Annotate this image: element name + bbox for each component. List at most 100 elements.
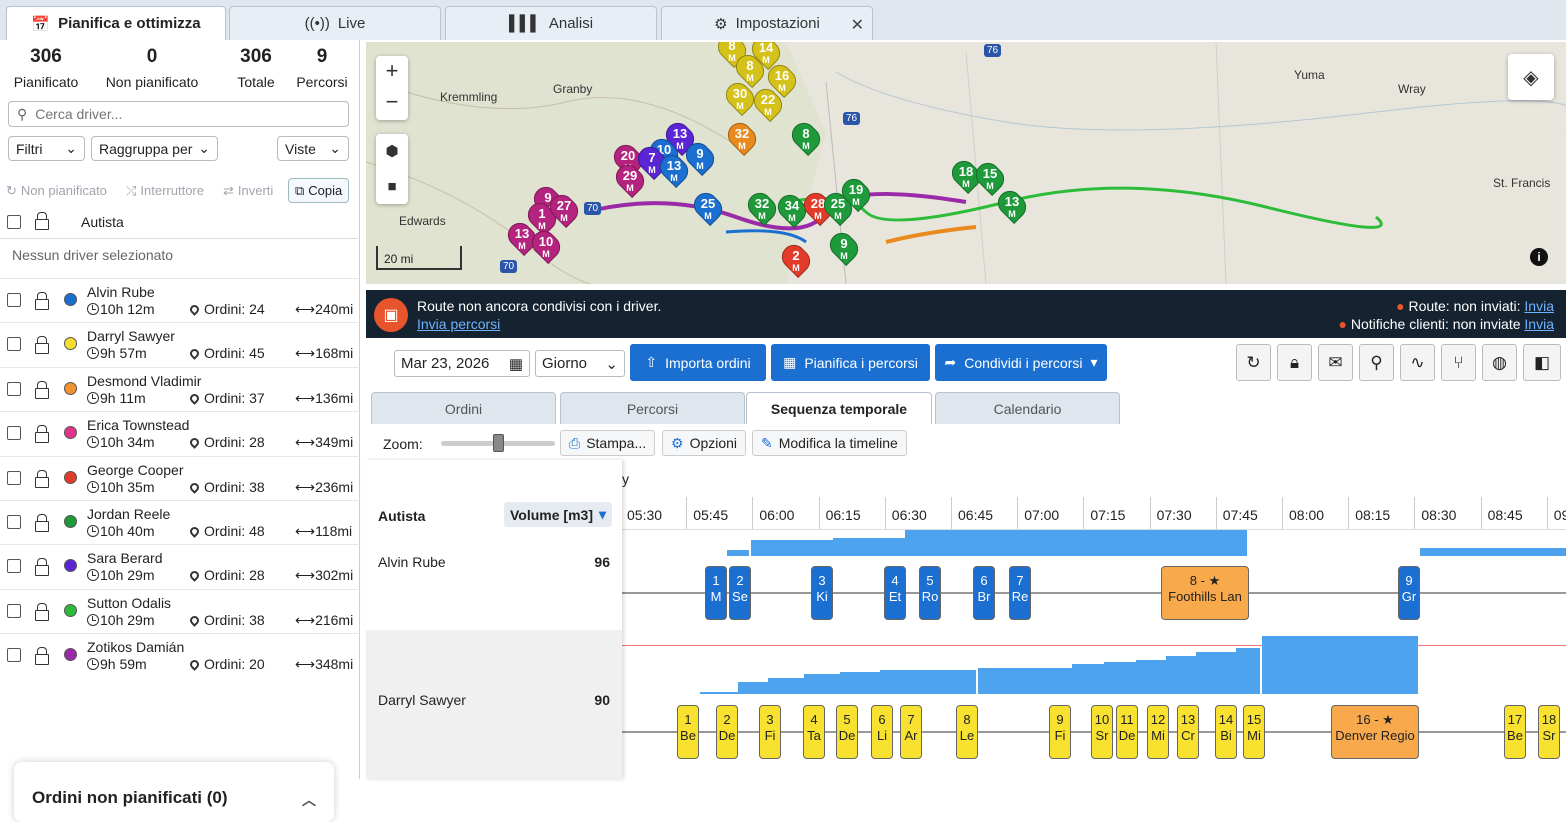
timeline-stop[interactable]: 10 Sr [1091,705,1113,759]
timeline-stop[interactable]: 15 Mi [1243,705,1265,759]
timeline-stop[interactable]: 6 Br [973,566,995,620]
timeline-stop[interactable]: 11 De [1116,705,1138,759]
timeline-stop[interactable]: 6 Li [871,705,893,759]
timeline-stop[interactable]: 7 Ar [900,705,922,759]
timeline-stop[interactable]: 9 Gr [1398,566,1420,620]
timeline-stop[interactable]: 3 Fi [759,705,781,759]
tab-live[interactable]: ((•)) Live [229,6,441,40]
layers-button[interactable]: ◈ [1508,54,1554,100]
zoom-out-button[interactable]: − [385,89,399,114]
copia-button[interactable]: ⧉ Copia [288,178,350,203]
close-icon[interactable]: ✕ [850,17,864,34]
timeline-stop[interactable]: 2 Se [729,566,751,620]
timeline-stop[interactable]: 4 Ta [803,705,825,759]
condividi-percorsi-button[interactable]: ➦ Condividi i percorsi ▾ [935,344,1107,381]
chevron-up-icon[interactable]: ︿ [302,792,316,808]
volume-sort-dropdown[interactable]: Volume [m3] ▾ [504,502,612,527]
invia-route-link[interactable]: Invia [1524,298,1554,314]
driver-search[interactable]: ⚲ [8,101,349,127]
driver-row[interactable]: Darryl Sawyer 9h 57m Ordini: 45 ⟷168mi [0,322,358,366]
filtri-dropdown[interactable]: Filtri ⌄ [8,136,85,161]
timeline-stop[interactable]: 12 Mi [1147,705,1169,759]
lock-icon[interactable] [35,336,49,355]
opzioni-button[interactable]: ⚙ Opzioni [662,430,747,456]
unplanned-orders-panel[interactable]: Ordini non pianificati (0) ︿ [14,762,334,822]
globe-button[interactable]: ◍ [1482,344,1517,381]
importa-ordini-button[interactable]: ⇧ Importa ordini [630,344,766,381]
refresh-button[interactable]: ↻ [1236,344,1271,381]
viste-dropdown[interactable]: Viste ⌄ [277,136,349,161]
pin-button[interactable]: ⚲ [1359,344,1394,381]
invia-percorsi-link[interactable]: Invia percorsi [417,316,501,332]
tab-calendario[interactable]: Calendario [935,392,1120,424]
driver-row[interactable]: George Cooper 10h 35m Ordini: 38 ⟷236mi [0,455,358,500]
timeline-stop[interactable]: 13 Cr [1177,705,1199,759]
stampa-button[interactable]: ⎙ Stampa... [560,430,656,456]
search-input[interactable] [35,106,316,122]
driver-checkbox[interactable] [7,515,21,529]
driver-row[interactable]: Jordan Reele 10h 40m Ordini: 48 ⟷118mi [0,500,358,544]
panel-toggle-button[interactable]: ◧ [1523,344,1561,381]
driver-checkbox[interactable] [7,470,21,485]
date-picker[interactable]: Mar 23, 2026 ▦ [394,350,530,377]
tab-ordini[interactable]: Ordini [371,392,556,424]
pianifica-percorsi-button[interactable]: ▦ Pianifica i percorsi [771,344,930,381]
timeline-stop[interactable]: 4 Et [884,566,906,620]
branch-button[interactable]: ⑂ [1441,344,1476,381]
timeline-stop[interactable]: 3 Ki [811,566,833,620]
tab-pianifica[interactable]: 📅 Pianifica e ottimizza [6,6,226,40]
zoom-slider-thumb[interactable] [493,434,504,452]
tab-sequenza-temporale[interactable]: Sequenza temporale [746,392,932,424]
lock-icon[interactable] [35,292,49,310]
tab-percorsi[interactable]: Percorsi [560,392,745,424]
timeline-stop[interactable]: 18 Sr [1538,705,1560,759]
driver-row[interactable]: Erica Townstead 10h 34m Ordini: 28 ⟷349mi [0,411,358,455]
tab-analisi[interactable]: ▌▌▌ Analisi [445,6,657,40]
driver-row[interactable]: Zotikos Damián 9h 59m Ordini: 20 ⟷348mi [0,633,358,677]
select-all-checkbox[interactable] [7,214,21,229]
message-button[interactable]: ✉ [1318,344,1353,381]
driver-checkbox[interactable] [7,426,21,441]
lock-icon[interactable] [35,469,49,488]
driver-checkbox[interactable] [7,648,21,663]
tab-impostazioni[interactable]: ⚙ Impostazioni ✕ [661,6,873,40]
lock-button[interactable]: 🔒︎ [1277,344,1312,381]
interruttore-button[interactable]: ⤭ Interruttore [126,182,204,199]
info-icon[interactable]: i [1530,248,1548,266]
timeline-stop[interactable]: 1 Be [677,705,699,759]
lock-icon[interactable] [35,380,49,399]
driver-checkbox[interactable] [7,603,21,618]
driver-row[interactable]: Desmond Vladimir 9h 11m Ordini: 37 ⟷136mi [0,366,358,411]
lock-icon[interactable] [35,211,49,230]
driver-checkbox[interactable] [7,559,21,574]
timeline-stop[interactable]: 16 - ★ Denver Regio [1331,705,1419,759]
map[interactable]: + − ⬢ ■ ◈ i 20 mi Kremmling Granby Edwards… [366,42,1566,284]
driver-row[interactable]: Alvin Rube 10h 12m Ordini: 24 ⟷240mi [0,278,358,322]
timeline-stop[interactable]: 9 Fi [1049,705,1071,759]
modifica-timeline-button[interactable]: ✎ Modifica la timeline [752,430,907,456]
driver-checkbox[interactable] [7,337,21,352]
raggruppa-dropdown[interactable]: Raggruppa per ⌄ [91,136,218,161]
lock-icon[interactable] [35,647,49,666]
lock-icon[interactable] [35,602,49,621]
lock-icon[interactable] [35,514,49,532]
square-icon[interactable]: ■ [387,178,397,195]
zoom-in-button[interactable]: + [385,58,399,83]
lock-icon[interactable] [35,558,49,577]
timeline-stop[interactable]: 2 De [716,705,738,759]
non-pianificato-button[interactable]: ↻ Non pianificato [6,182,107,199]
polygon-icon[interactable]: ⬢ [385,143,399,160]
driver-row[interactable]: Sutton Odalis 10h 29m Ordini: 38 ⟷216mi [0,588,358,633]
driver-checkbox[interactable] [7,381,21,396]
timeline-stop[interactable]: 8 - ★ Foothills Lan [1161,566,1249,620]
inverti-button[interactable]: ⇄ Inverti [223,182,274,199]
route-button[interactable]: ∿ [1400,344,1435,381]
driver-row[interactable]: Sara Berard 10h 29m Ordini: 28 ⟷302mi [0,544,358,588]
timeline-stop[interactable]: 8 Le [956,705,978,759]
timeline-stop[interactable]: 17 Be [1504,705,1526,759]
timeline-stop[interactable]: 14 Bi [1215,705,1237,759]
period-select[interactable]: Giorno ⌄ [535,350,625,377]
timeline-stop[interactable]: 5 Ro [919,566,941,620]
lock-icon[interactable] [35,425,49,444]
